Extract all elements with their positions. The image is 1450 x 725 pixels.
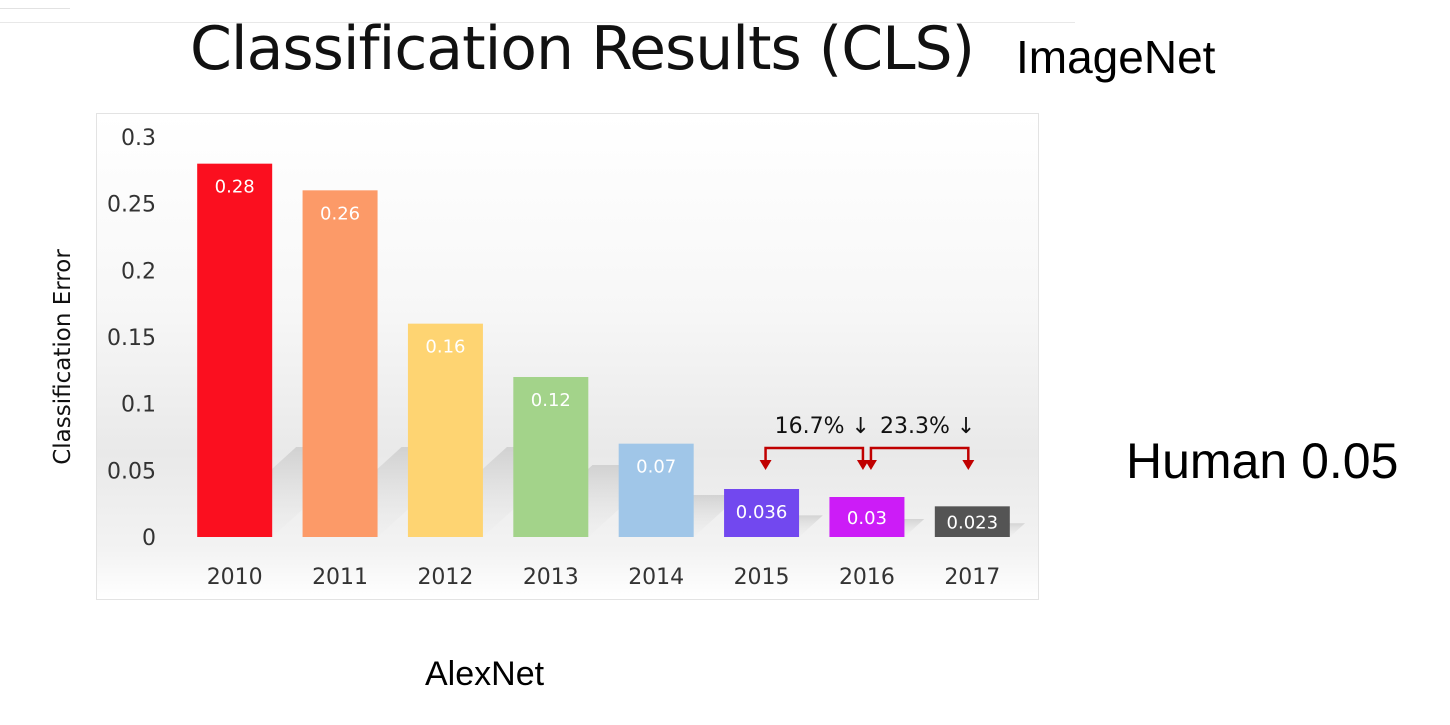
bar-2017 <box>934 506 1010 537</box>
bar-value-label: 0.28 <box>215 177 255 198</box>
y-tick-label: 0.25 <box>107 193 156 218</box>
bar-2013 <box>513 377 589 537</box>
bar-2015 <box>724 489 800 537</box>
arrow-down-icon <box>759 460 772 470</box>
y-tick-label: 0 <box>142 526 156 551</box>
bar-value-label: 0.07 <box>636 457 676 478</box>
reduction-label: 23.3% ↓ <box>880 414 975 439</box>
model-note: AlexNet <box>425 655 545 693</box>
x-tick-label: 2016 <box>839 565 895 590</box>
reduction-bracket <box>869 446 970 462</box>
x-tick-label: 2017 <box>944 565 1000 590</box>
arrow-down-icon <box>856 460 869 470</box>
y-tick-label: 0.15 <box>107 326 156 351</box>
bar-2012 <box>407 323 483 537</box>
y-tick-label: 0.2 <box>121 259 156 284</box>
x-tick-label: 2014 <box>628 565 684 590</box>
x-tick-label: 2013 <box>523 565 579 590</box>
bar-2011 <box>302 190 378 538</box>
x-tick-label: 2012 <box>417 565 473 590</box>
reduction-label: 16.7% ↓ <box>775 414 870 439</box>
bar-value-label: 0.03 <box>847 508 887 529</box>
y-tick-label: 0.05 <box>107 459 156 484</box>
arrow-down-icon <box>962 460 975 470</box>
x-tick-label: 2011 <box>312 565 368 590</box>
y-tick-label: 0.1 <box>121 393 156 418</box>
bar-value-label: 0.023 <box>947 513 999 534</box>
bar-value-label: 0.12 <box>531 390 571 411</box>
y-axis-title: Classification Error <box>50 249 76 465</box>
bar-value-label: 0.036 <box>736 502 788 523</box>
top-divider <box>0 22 1075 23</box>
bar-value-label: 0.26 <box>320 203 360 224</box>
bars: 0.28 0.26 0.16 0.12 0.07 0.036 0.03 0.023 <box>197 163 1010 538</box>
x-tick-label: 2015 <box>734 565 790 590</box>
reduction-bracket <box>764 446 865 462</box>
x-axis-ticks: 2010 2011 2012 2013 2014 2015 2016 2017 <box>207 565 1001 590</box>
bar-value-label: 0.16 <box>425 337 465 358</box>
dataset-note: ImageNet <box>1016 31 1216 83</box>
top-divider-short <box>0 8 70 9</box>
bar-2014 <box>618 443 694 537</box>
bar-2010 <box>197 163 273 537</box>
slide-title: Classification Results (CLS) <box>190 14 975 84</box>
x-tick-label: 2010 <box>207 565 263 590</box>
annotations: 16.7% ↓ 23.3% ↓ <box>759 414 975 470</box>
y-axis-ticks: 0 0.05 0.1 0.15 0.2 0.25 0.3 <box>107 126 156 551</box>
bar-2016 <box>829 497 905 537</box>
y-tick-label: 0.3 <box>121 126 156 151</box>
human-error-note: Human 0.05 <box>1126 433 1399 489</box>
arrow-down-icon <box>864 460 877 470</box>
